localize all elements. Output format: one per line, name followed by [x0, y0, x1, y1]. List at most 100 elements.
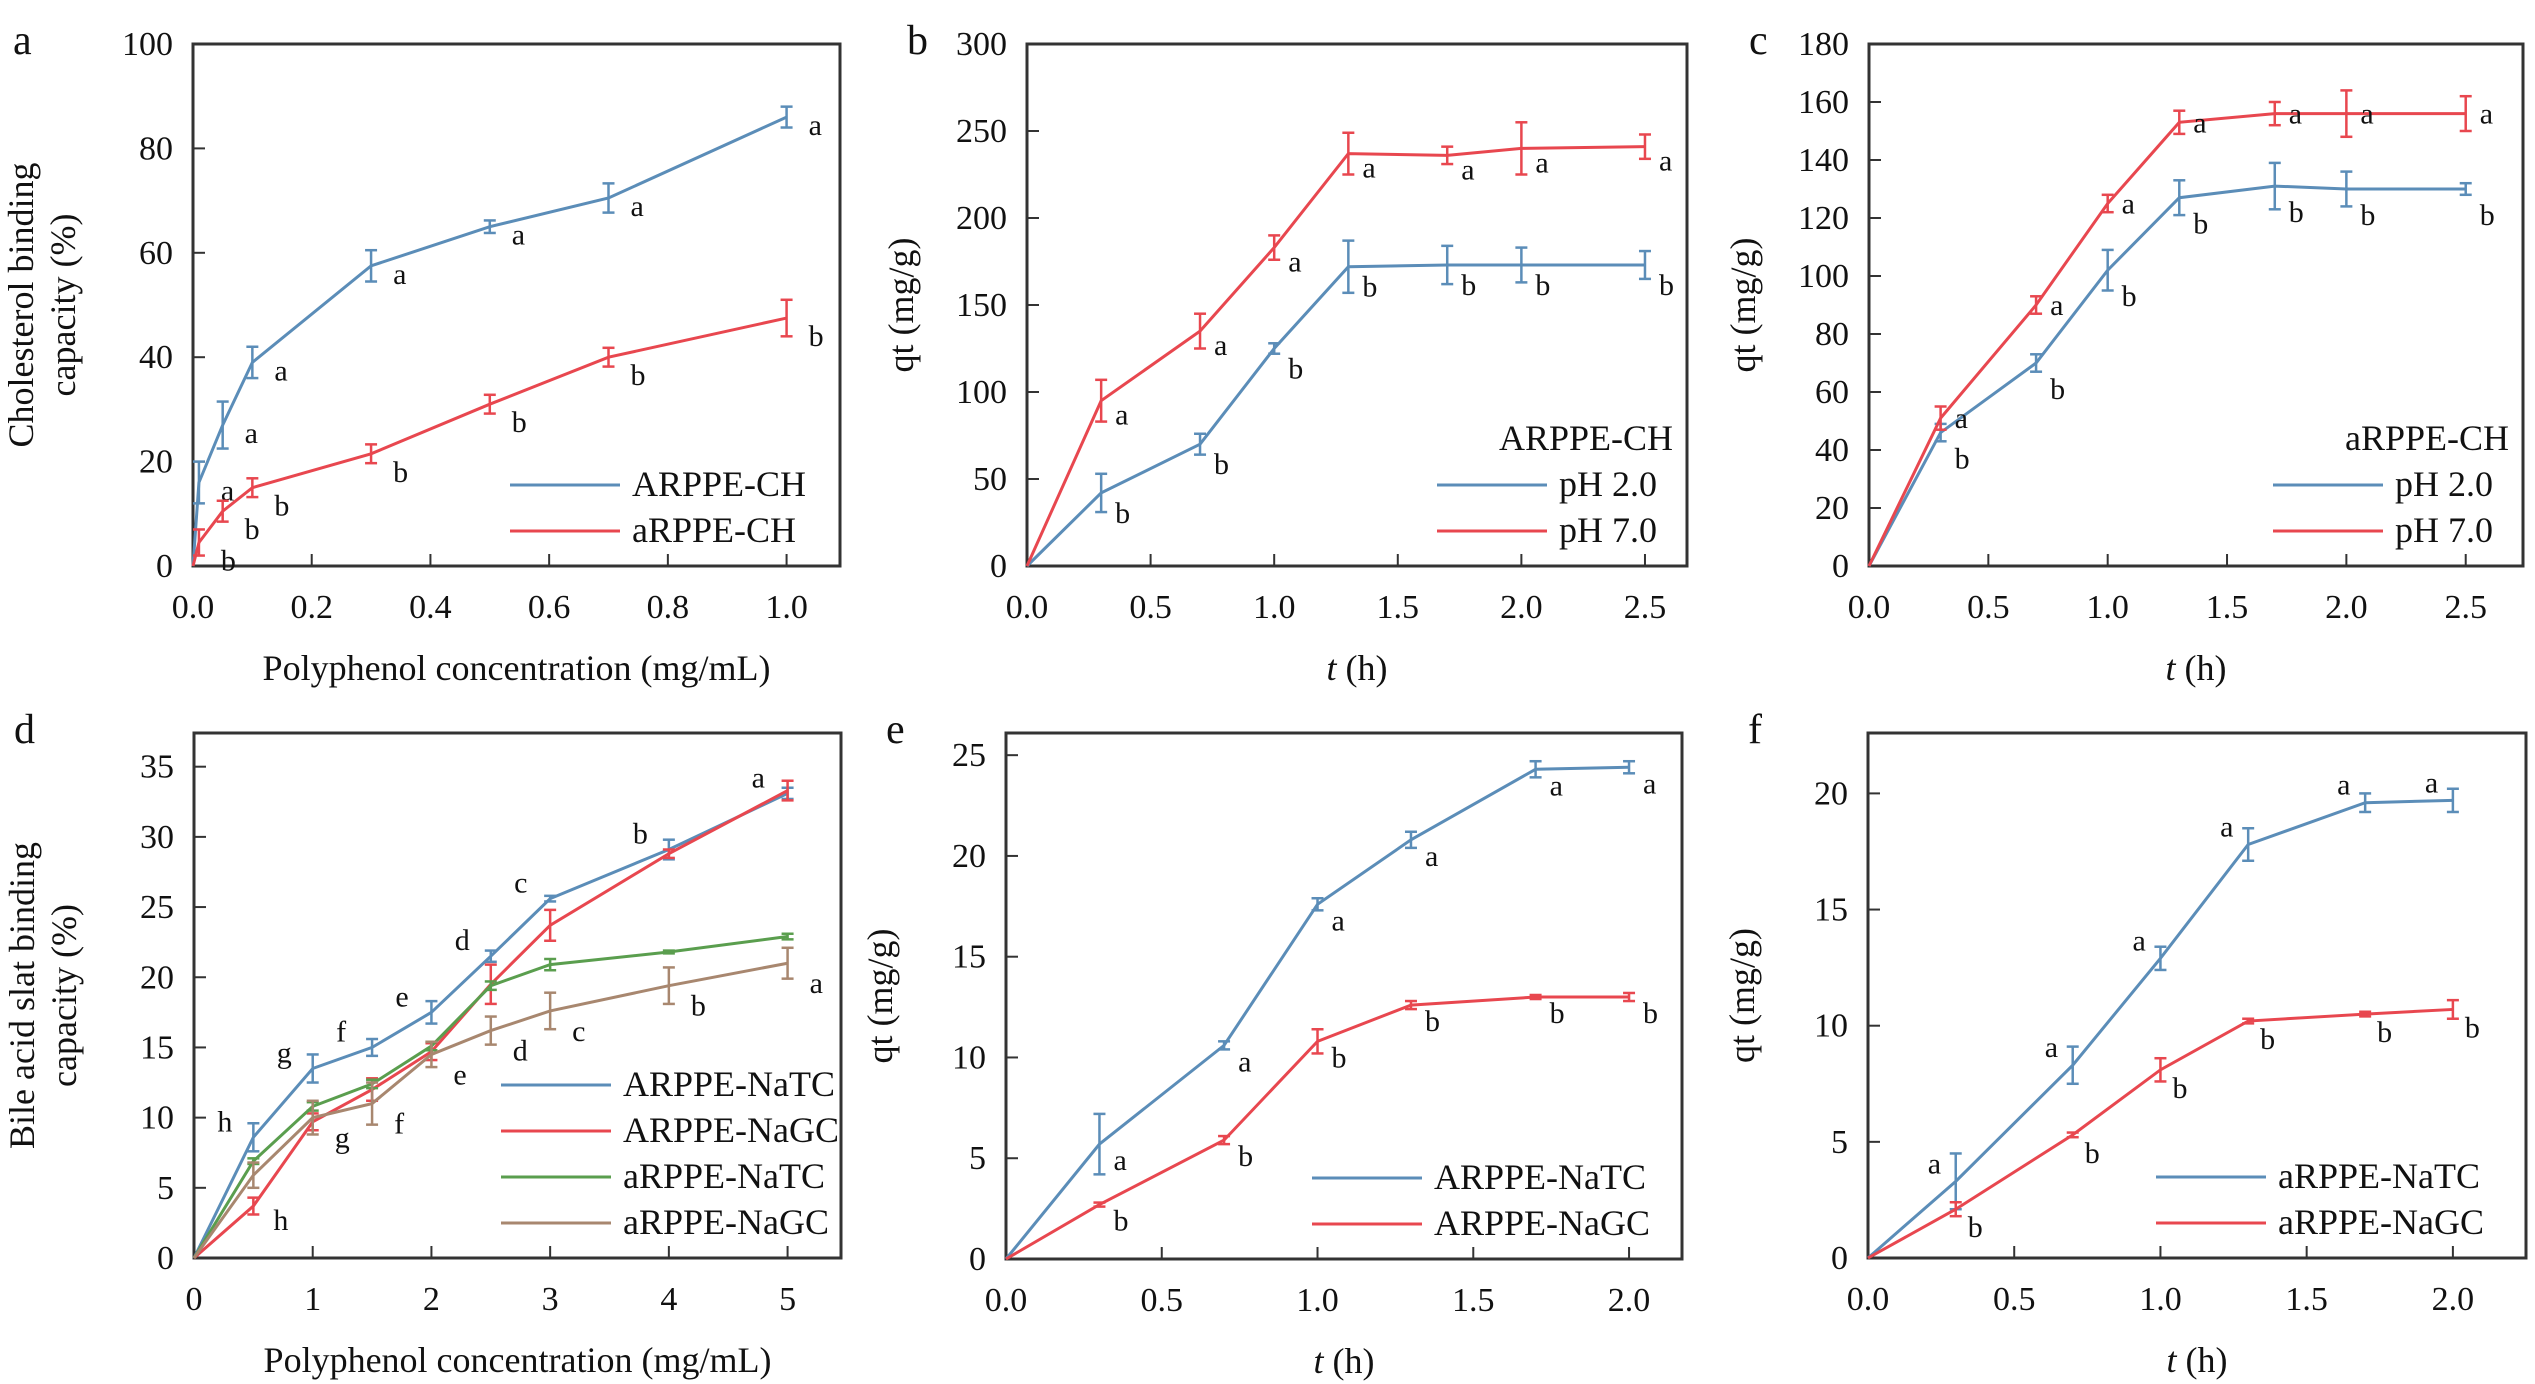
y-tick-label: 160 [1798, 84, 1849, 121]
significance-letter: a [1238, 1045, 1251, 1078]
x-axis-label-var: t [1314, 1341, 1325, 1381]
x-axis-label: t (h) [2166, 648, 2227, 688]
significance-letter: b [1659, 269, 1674, 302]
significance-letter: a [2050, 289, 2063, 322]
x-tick-label: 2.0 [1608, 1282, 1651, 1319]
y-tick-label: 10 [140, 1100, 174, 1137]
x-tick-label: 0.4 [409, 589, 452, 626]
significance-letter: b [2172, 1072, 2187, 1105]
significance-letter: b [1955, 443, 1970, 476]
significance-letter: b [2360, 199, 2375, 232]
y-tick-label: 5 [969, 1140, 986, 1177]
x-axis-label-var: t [1327, 648, 1338, 688]
x-axis-label: t (h) [1327, 648, 1388, 688]
panel-label: b [907, 18, 928, 64]
significance-letter: a [2289, 98, 2302, 131]
y-tick-label: 50 [973, 461, 1007, 498]
significance-letter: a [1461, 153, 1474, 186]
significance-letter: a [245, 417, 258, 450]
x-axis-label: Polyphenol concentration (mg/mL) [263, 648, 771, 688]
y-axis-label: capacity (%) [43, 214, 83, 397]
x-axis-label-unit: (h) [2176, 648, 2227, 688]
x-tick-label: 2.5 [2444, 589, 2487, 626]
chart-panel-e: e 0.0 0.5 1.0 1.5 2.0 0 5 10 15 20 25 t (h) qt (mg/g)… [860, 707, 1684, 1381]
significance-letter: a [1955, 402, 1968, 435]
x-tick-label: 2.5 [1624, 589, 1667, 626]
significance-letter: a [2360, 98, 2373, 131]
series-line [1025, 145, 1645, 567]
significance-letter: b [2050, 373, 2065, 406]
significance-letter: b [1214, 448, 1229, 481]
y-tick-label: 100 [122, 26, 173, 63]
y-tick-label: 25 [140, 889, 174, 926]
significance-letter: c [572, 1015, 585, 1048]
x-axis-label-var: t [2166, 648, 2177, 688]
y-tick-label: 5 [157, 1170, 174, 1207]
series-pH 7.0: a a a a a a a [1025, 121, 1672, 567]
x-axis-label-unit: (h) [1337, 648, 1388, 688]
x-tick-label: 0.0 [1006, 589, 1049, 626]
significance-letter: a [1332, 904, 1345, 937]
legend-label: aRPPE-NaTC [2278, 1156, 2480, 1196]
legend-label: aRPPE-NaGC [623, 1202, 829, 1242]
significance-letter: a [2480, 98, 2493, 131]
legend-label: ARPPE-CH [632, 464, 806, 504]
y-tick-label: 100 [1798, 258, 1849, 295]
significance-letter: a [1288, 246, 1301, 279]
y-tick-label: 20 [139, 444, 173, 481]
y-tick-label: 80 [139, 130, 173, 167]
y-tick-label: 10 [952, 1039, 986, 1076]
x-tick-label: 0 [186, 1281, 203, 1318]
x-tick-label: 0.2 [290, 589, 333, 626]
significance-letter: h [217, 1105, 232, 1138]
y-tick-label: 10 [1814, 1008, 1848, 1045]
x-tick-label: 1.0 [2139, 1281, 2182, 1318]
y-tick-label: 0 [969, 1241, 986, 1278]
significance-letter: a [1425, 840, 1438, 873]
x-tick-label: 0.6 [528, 589, 571, 626]
significance-letter: b [512, 406, 527, 439]
series-aRPPE-NaGC: g f e d c b a [192, 946, 823, 1259]
plot-frame [1867, 42, 2525, 568]
x-axis-label-unit: (h) [1324, 1341, 1375, 1381]
significance-letter: a [1535, 146, 1548, 179]
plot-frame [1004, 731, 1684, 1261]
significance-letter: b [221, 545, 236, 578]
y-axis-label: capacity (%) [44, 904, 84, 1087]
x-tick-label: 1 [304, 1281, 321, 1318]
plot-frame [192, 731, 843, 1260]
series-pH 2.0: b b b b b b b [1025, 239, 1674, 568]
significance-letter: b [1461, 269, 1476, 302]
significance-letter: b [245, 513, 260, 546]
significance-letter: b [2377, 1016, 2392, 1049]
y-axis-label: qt (mg/g) [1723, 238, 1763, 373]
significance-letter: a [1115, 399, 1128, 432]
y-tick-label: 200 [956, 200, 1007, 237]
x-tick-label: 5 [779, 1281, 796, 1318]
y-tick-label: 35 [140, 749, 174, 786]
significance-letter: a [1659, 145, 1672, 178]
y-axis-label: qt (mg/g) [860, 929, 900, 1064]
significance-letter: a [2337, 769, 2350, 802]
y-tick-label: 0 [1831, 1240, 1848, 1277]
y-tick-label: 15 [952, 939, 986, 976]
y-tick-label: 15 [1814, 892, 1848, 929]
panel-label: d [14, 707, 35, 753]
legend-label: ARPPE-NaTC [623, 1064, 835, 1104]
significance-letter: a [274, 354, 287, 387]
x-axis-label-unit: (h) [2177, 1340, 2228, 1380]
x-tick-label: 0.0 [172, 589, 215, 626]
y-tick-label: 20 [952, 838, 986, 875]
x-tick-label: 2.0 [2325, 589, 2368, 626]
x-axis-label: t (h) [1314, 1341, 1375, 1381]
legend-label: pH 2.0 [1559, 464, 1657, 504]
y-tick-label: 60 [1815, 374, 1849, 411]
x-tick-label: 1.0 [765, 589, 808, 626]
significance-letter: a [2220, 811, 2233, 844]
x-tick-label: 1.0 [1296, 1282, 1339, 1319]
y-tick-label: 5 [1831, 1124, 1848, 1161]
legend-label: pH 2.0 [2395, 464, 2493, 504]
significance-letter: b [1113, 1205, 1128, 1238]
y-tick-label: 25 [952, 737, 986, 774]
